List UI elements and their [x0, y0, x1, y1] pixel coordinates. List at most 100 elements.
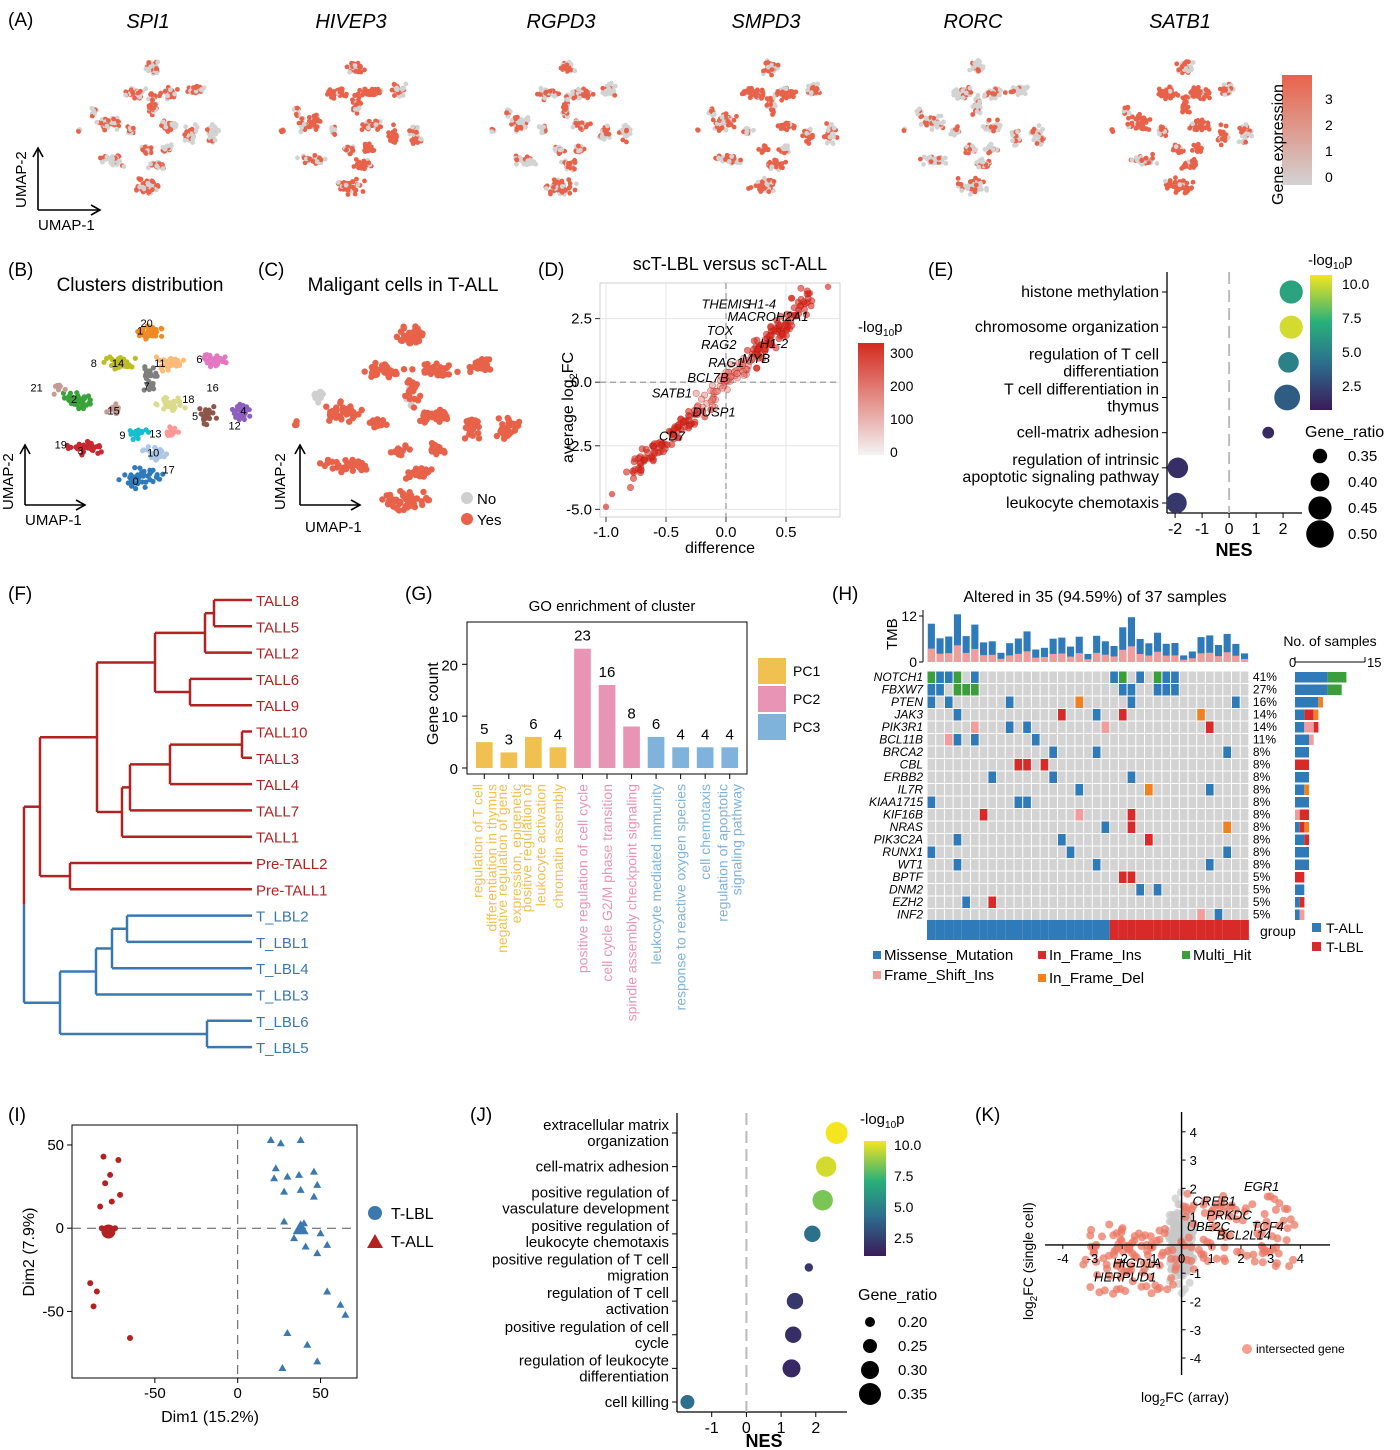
umap-point: [1191, 163, 1197, 169]
oncoplot-cell: [1127, 784, 1136, 796]
oncoplot-cell: [988, 834, 997, 846]
oncoplot-cell: [1145, 721, 1153, 733]
oncoplot-cell: [1240, 759, 1249, 771]
umap-point: [295, 155, 300, 161]
x-tick-label: 2: [1279, 521, 1288, 538]
cluster-point: [202, 354, 208, 360]
oncoplot-cell: [988, 684, 997, 696]
cluster-point: [158, 448, 164, 454]
oncoplot-cell: [1223, 709, 1231, 721]
oncoplot-cell: [1136, 796, 1144, 808]
oncoplot-cell: [927, 709, 936, 721]
oncoplot-cell: [1127, 709, 1136, 721]
sample-count-bar: [1295, 734, 1309, 745]
oncoplot-cell: [971, 784, 979, 796]
oncoplot-cell: [1040, 746, 1049, 758]
oncoplot-cell: [1023, 809, 1031, 821]
umap-point: [204, 127, 210, 132]
oncoplot-cell: [962, 759, 970, 771]
oncoplot-cell: [1031, 771, 1040, 783]
umap-point: [567, 67, 573, 73]
oncoplot-cell: [1049, 771, 1057, 783]
oncoplot-cell: [1040, 809, 1049, 821]
sample-count-bar: [1327, 684, 1342, 695]
oncoplot-cell: [1049, 784, 1057, 796]
oncoplot-cell: [1214, 759, 1223, 771]
leaf-label: TALL8: [256, 593, 299, 610]
umap-axes-a: [32, 146, 102, 216]
oncoplot-cell: [1240, 809, 1249, 821]
umap-point: [1139, 157, 1145, 163]
oncoplot-cell: [1101, 759, 1110, 771]
umap-point: [198, 87, 204, 93]
umap-point: [1170, 184, 1176, 190]
umap-point: [775, 62, 781, 68]
umap-point: [1022, 91, 1028, 97]
oncoplot-cell: [1049, 696, 1057, 708]
umap-point: [471, 419, 478, 427]
oncoplot-cell: [1023, 696, 1031, 708]
go-bar: [525, 736, 542, 768]
oncoplot-cell: [1205, 671, 1214, 683]
umap-point: [375, 366, 383, 374]
oncoplot-cell: [1110, 834, 1118, 846]
umap-point: [1222, 135, 1228, 141]
umap-point: [148, 161, 154, 167]
oncoplot-cell: [1023, 759, 1031, 771]
umap-point: [311, 113, 317, 119]
oncoplot-cell: [1005, 734, 1014, 746]
oncoplot-cell: [962, 771, 970, 783]
oncoplot-cell: [1066, 759, 1075, 771]
oncoplot-cell: [1110, 796, 1118, 808]
category-label: response to reactive oxygen species: [673, 784, 689, 1010]
umap-point: [967, 67, 972, 73]
oncoplot-cell: [1136, 696, 1144, 708]
oncoplot-cell: [1136, 821, 1144, 833]
umap-point: [413, 136, 419, 142]
oncoplot-cell: [962, 671, 970, 683]
gene-label-dusp1: DUSP1: [692, 405, 735, 420]
term-label: regulation of intrinsic: [1012, 452, 1159, 469]
oncoplot-cell: [1084, 671, 1092, 683]
umap-point: [155, 59, 161, 65]
oncoplot-cell: [1014, 784, 1023, 796]
umap-point: [955, 96, 960, 101]
oncoplot-cell: [1197, 784, 1205, 796]
umap-point: [373, 122, 379, 127]
umap-point: [280, 127, 286, 133]
term-label: leukocyte chemotaxis: [1006, 495, 1159, 512]
oncoplot-cell: [953, 734, 962, 746]
panel-a-feature-umaps: SPI1 HIVEP3 RGPD3 SMPD3 RORC SATB1 UMAP-1 UMA…: [13, 11, 1333, 234]
umap-point: [1172, 179, 1178, 185]
oncoplot-cell: [962, 721, 970, 733]
umap-point: [1192, 127, 1198, 132]
cluster-point: [87, 397, 93, 403]
oncoplot-cell: [1040, 759, 1049, 771]
cluster-point: [138, 470, 145, 476]
oncoplot-cell: [1214, 821, 1223, 833]
oncoplot-cell: [1023, 671, 1031, 683]
umap-point: [153, 187, 159, 193]
umap-point: [469, 432, 476, 439]
oncoplot-cell: [1005, 721, 1014, 733]
oncoplot-cell: [953, 721, 962, 733]
oncoplot-cell: [1110, 734, 1118, 746]
oncoplot-cell: [1110, 809, 1118, 821]
cluster-label: 4: [240, 406, 246, 418]
cluster-point: [147, 471, 153, 477]
panel-f-dendrogram: TALL8TALL5TALL2TALL6TALL9TALL10TALL3TALL…: [22, 593, 327, 1057]
umap-point: [809, 85, 815, 91]
oncoplot-cell: [1171, 709, 1179, 721]
umap-point: [1168, 95, 1173, 100]
umap-point: [557, 147, 563, 153]
oncoplot-cell: [997, 821, 1005, 833]
oncoplot-cell: [936, 696, 944, 708]
oncoplot-cell: [936, 746, 944, 758]
cluster-point: [161, 406, 167, 412]
sample-count-bar: [1299, 822, 1305, 833]
legend-no-dot: [461, 492, 473, 504]
oncoplot-cell: [953, 759, 962, 771]
oncoplot-cell: [988, 759, 997, 771]
